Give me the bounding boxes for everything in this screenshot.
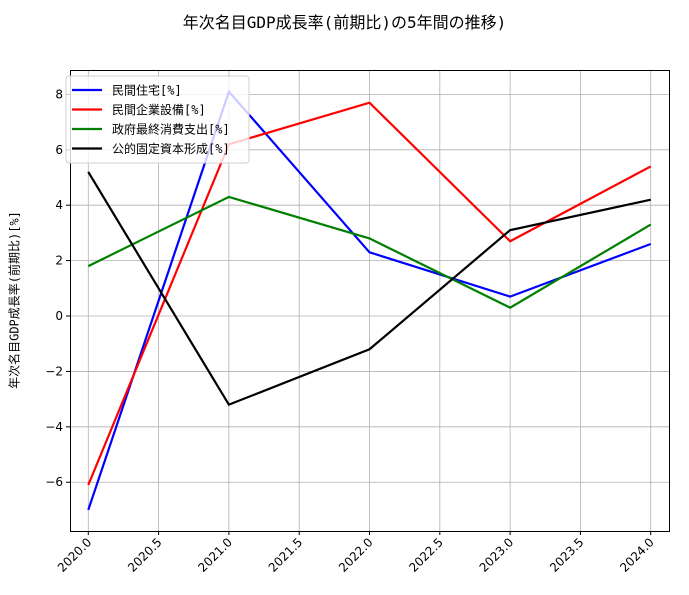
chart-title: 年次名目GDP成長率(前期比)の5年間の推移) xyxy=(182,13,507,32)
y-tick-label: 2 xyxy=(55,254,63,268)
legend-box xyxy=(65,75,250,164)
x-axis-ticks: 2020.0 2020.5 2021.0 2021.5 2022.0 2022.5 2023… xyxy=(55,531,657,575)
legend: 民間住宅[%] 民間企業設備[%] 政府最終消費支出[%] 公的固定資本形成[%] xyxy=(65,75,250,164)
x-tick-label: 2022.0 xyxy=(336,535,376,575)
legend-label: 政府最終消費支出[%] xyxy=(112,122,230,137)
legend-label: 民間企業設備[%] xyxy=(112,102,206,117)
data-lines xyxy=(87,89,652,511)
x-tick-label: 2020.0 xyxy=(55,535,95,575)
legend-label: 公的固定資本形成[%] xyxy=(112,141,230,156)
y-tick-label: 4 xyxy=(55,198,63,212)
x-tick-label: 2021.0 xyxy=(195,535,235,575)
y-tick-label: 0 xyxy=(55,309,63,323)
x-tick-label: 2024.0 xyxy=(617,535,657,575)
x-tick-label: 2022.5 xyxy=(406,535,446,575)
x-tick-label: 2021.5 xyxy=(266,535,306,575)
x-tick-label: 2023.0 xyxy=(477,535,517,575)
y-tick-label: 6 xyxy=(55,143,63,157)
y-axis-ticks: −6 −4 −2 0 2 4 6 8 xyxy=(45,87,70,489)
series-line xyxy=(87,171,651,407)
gridlines xyxy=(70,70,669,531)
y-tick-label: −4 xyxy=(45,420,63,434)
y-tick-label: −6 xyxy=(45,475,63,489)
y-tick-label: 8 xyxy=(55,87,63,101)
y-tick-label: −2 xyxy=(45,364,63,378)
legend-label: 民間住宅[%] xyxy=(112,83,182,98)
series-line xyxy=(87,101,652,486)
x-tick-label: 2020.5 xyxy=(125,535,165,575)
x-tick-label: 2023.5 xyxy=(547,535,587,575)
series-line xyxy=(87,195,652,309)
